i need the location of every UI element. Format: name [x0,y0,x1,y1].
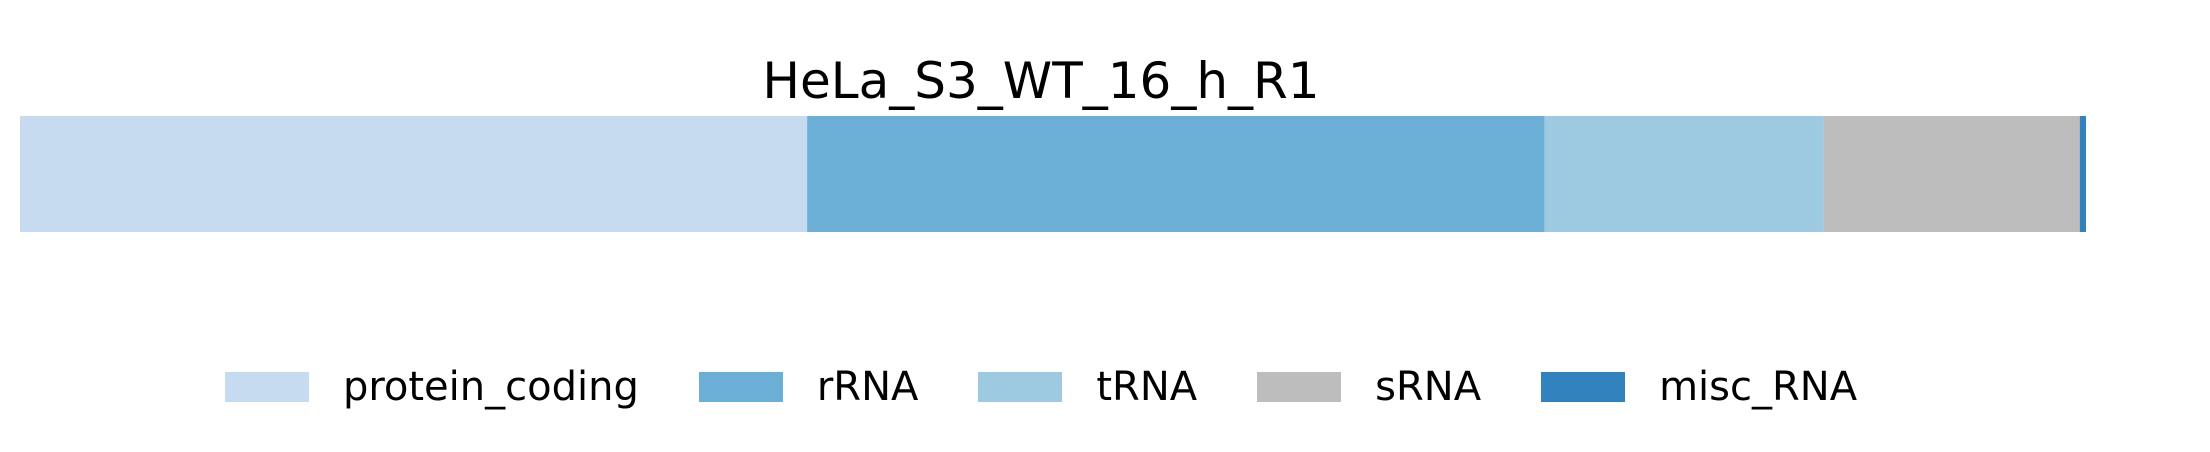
legend-label: rRNA [816,364,919,410]
bar-segment-protein-coding [20,116,808,232]
legend-label: misc_RNA [1659,364,1858,410]
bar-segment-srna [1823,116,2080,232]
legend-item: rRNA [698,364,919,410]
legend-swatch [224,372,309,402]
legend-swatch [978,372,1063,402]
legend-item: misc_RNA [1541,364,1857,410]
legend-item: tRNA [978,364,1197,410]
legend-swatch [1257,372,1342,402]
legend-label: protein_coding [342,364,639,410]
legend-item: sRNA [1257,364,1481,410]
legend-label: tRNA [1096,364,1198,410]
legend-label: sRNA [1375,364,1482,410]
bar-segment-trna [1544,116,1824,232]
chart-title: HeLa_S3_WT_16_h_R1 [762,52,1320,110]
legend-item: protein_coding [224,364,639,410]
legend: protein_coding rRNA tRNA sRNA misc_RNA [0,364,2082,410]
legend-swatch [698,372,783,402]
bar-segment-misc-rna [2079,116,2086,232]
bar-segment-rrna [807,116,1545,232]
legend-swatch [1541,372,1626,402]
